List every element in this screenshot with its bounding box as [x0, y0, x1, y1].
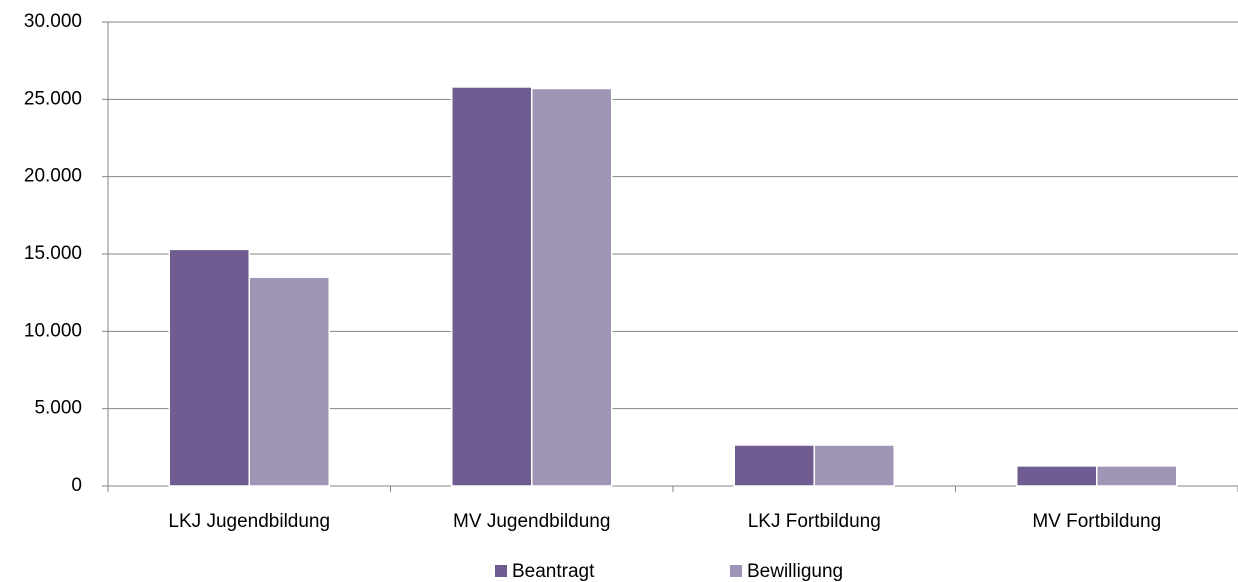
- y-tick-label: 25.000: [24, 88, 82, 109]
- bar: [813, 444, 895, 487]
- bar: [248, 276, 330, 487]
- y-tick-label: 5.000: [34, 398, 82, 419]
- legend-label: Beantragt: [512, 561, 595, 582]
- x-tick-label: LKJ Fortbildung: [748, 511, 881, 532]
- legend-label: Bewilligung: [747, 561, 843, 582]
- bar: [168, 248, 250, 487]
- x-tick-label: MV Fortbildung: [1032, 511, 1161, 532]
- y-tick-label: 10.000: [24, 320, 82, 341]
- y-tick-label: 30.000: [24, 11, 82, 32]
- bar: [451, 86, 533, 487]
- bar: [733, 444, 815, 487]
- y-tick-label: 0: [71, 475, 82, 496]
- y-tick-label: 15.000: [24, 243, 82, 264]
- x-tick-label: LKJ Jugendbildung: [168, 511, 330, 532]
- legend-swatch: [730, 565, 742, 577]
- legend-swatch: [495, 565, 507, 577]
- bar: [531, 87, 613, 487]
- y-tick-label: 20.000: [24, 166, 82, 187]
- bar: [1096, 465, 1178, 487]
- x-tick-label: MV Jugendbildung: [453, 511, 610, 532]
- bar: [1016, 465, 1098, 487]
